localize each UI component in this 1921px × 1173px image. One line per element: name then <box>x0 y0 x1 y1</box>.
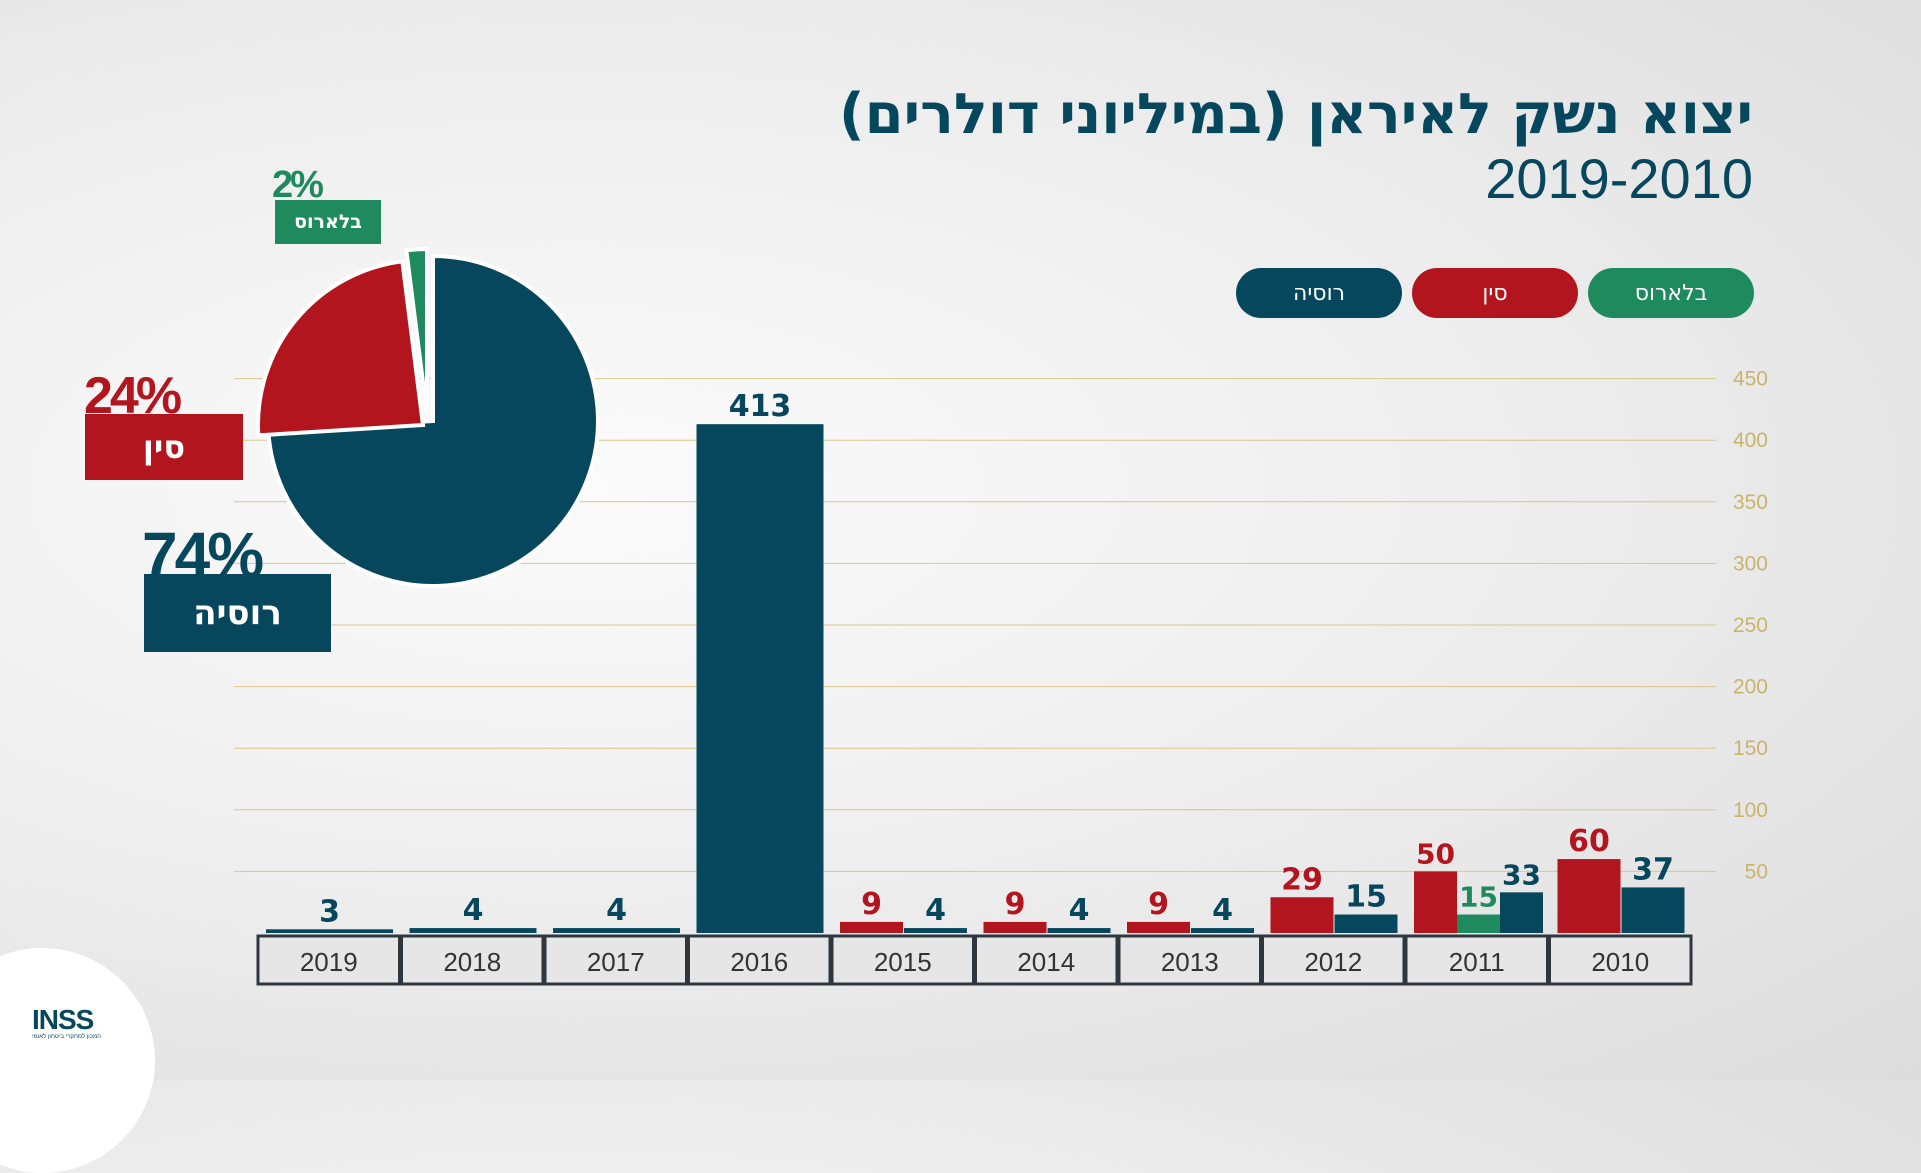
bar-value-label: 4 <box>606 893 627 928</box>
bar-2011-2 <box>1500 892 1543 933</box>
pie-slice-2 <box>404 246 429 415</box>
category-box <box>687 934 832 986</box>
x-tick-label: 2013 <box>1161 947 1219 977</box>
bar-value-label: 9 <box>1148 887 1169 922</box>
category-box <box>256 934 401 986</box>
bar-value-label: 413 <box>729 389 792 424</box>
chart-title: יצוא נשק לאיראן (במיליוני דולרים) <box>839 82 1753 147</box>
category-box <box>830 934 975 986</box>
bar-value-label: 4 <box>463 893 484 928</box>
category-box <box>1548 934 1693 986</box>
bar-2014-0 <box>983 921 1047 933</box>
bar-2015-1 <box>904 928 967 933</box>
y-tick-label: 200 <box>1733 676 1768 699</box>
bar-value-label: 60 <box>1568 824 1610 859</box>
x-tick-label: 2012 <box>1304 947 1362 977</box>
bar-value-label: 9 <box>861 887 882 922</box>
bar-value-label: 29 <box>1281 862 1323 897</box>
x-tick-label: 2011 <box>1449 947 1505 977</box>
legend-item-belarus: בלארוס <box>1588 268 1754 318</box>
bar-2012-1 <box>1334 914 1398 933</box>
bar-2010-1 <box>1621 887 1685 933</box>
category-box <box>1117 934 1262 986</box>
bar-2011-0 <box>1414 871 1457 933</box>
x-tick-label: 2017 <box>587 947 645 977</box>
logo-subtitle: המכון למחקרי ביטחון לאומי <box>32 1034 101 1040</box>
y-tick-label: 250 <box>1733 614 1768 637</box>
category-box <box>1261 934 1406 986</box>
bar-value-label: 37 <box>1632 852 1674 887</box>
bar-value-label: 4 <box>1069 893 1090 928</box>
y-tick-label: 100 <box>1733 799 1768 822</box>
pie-label-belarus: בלארוס <box>275 200 381 244</box>
chart-canvas: 5010015020025030035040045032019420184201… <box>234 246 1768 986</box>
y-tick-label: 50 <box>1745 860 1768 883</box>
x-tick-label: 2016 <box>730 947 788 977</box>
legend-item-russia: רוסיה <box>1236 268 1402 318</box>
x-tick-label: 2015 <box>874 947 932 977</box>
category-box <box>1404 934 1549 986</box>
bar-2014-1 <box>1047 928 1111 933</box>
pie-label-russia: רוסיה <box>144 574 331 652</box>
bar-2019-0 <box>266 929 393 933</box>
y-tick-label: 150 <box>1733 737 1768 760</box>
y-tick-label: 400 <box>1733 429 1768 452</box>
x-tick-label: 2018 <box>443 947 501 977</box>
bar-2017-0 <box>553 928 680 933</box>
x-tick-label: 2019 <box>300 947 358 977</box>
bar-value-label: 15 <box>1345 880 1387 915</box>
bar-2018-0 <box>409 928 537 933</box>
y-tick-label: 450 <box>1733 368 1768 391</box>
inss-logo: INSS המכון למחקרי ביטחון לאומי <box>32 1006 142 1041</box>
logo-text: INSS <box>32 1004 94 1035</box>
x-tick-label: 2010 <box>1591 947 1649 977</box>
bar-value-label: 4 <box>925 893 946 928</box>
pie-slice-0 <box>266 253 600 588</box>
pie-slice-1 <box>256 259 426 438</box>
category-box <box>400 934 545 986</box>
bar-2010-0 <box>1557 859 1621 933</box>
pie-label-china: סין <box>85 414 243 480</box>
y-tick-label: 350 <box>1733 491 1768 514</box>
bar-2015-0 <box>840 921 903 933</box>
bar-value-label: 4 <box>1212 893 1233 928</box>
bar-2012-0 <box>1270 897 1334 933</box>
chart-subtitle: 2019-2010 <box>1485 147 1753 210</box>
category-box <box>543 934 688 986</box>
bar-value-label: 3 <box>319 894 340 929</box>
x-tick-label: 2014 <box>1017 947 1075 977</box>
bar-2011-1 <box>1457 914 1500 933</box>
bar-value-label: 33 <box>1502 858 1541 891</box>
y-tick-label: 300 <box>1733 552 1768 575</box>
bar-value-label: 50 <box>1416 837 1455 870</box>
pie-pct-belarus: 2% <box>272 164 324 206</box>
category-box <box>974 934 1119 986</box>
bar-value-label: 9 <box>1005 887 1026 922</box>
bar-2013-1 <box>1191 928 1254 933</box>
legend-item-china: סין <box>1412 268 1578 318</box>
bar-2016-0 <box>696 424 824 933</box>
bar-value-label: 15 <box>1459 881 1498 914</box>
bar-2013-0 <box>1127 921 1190 933</box>
